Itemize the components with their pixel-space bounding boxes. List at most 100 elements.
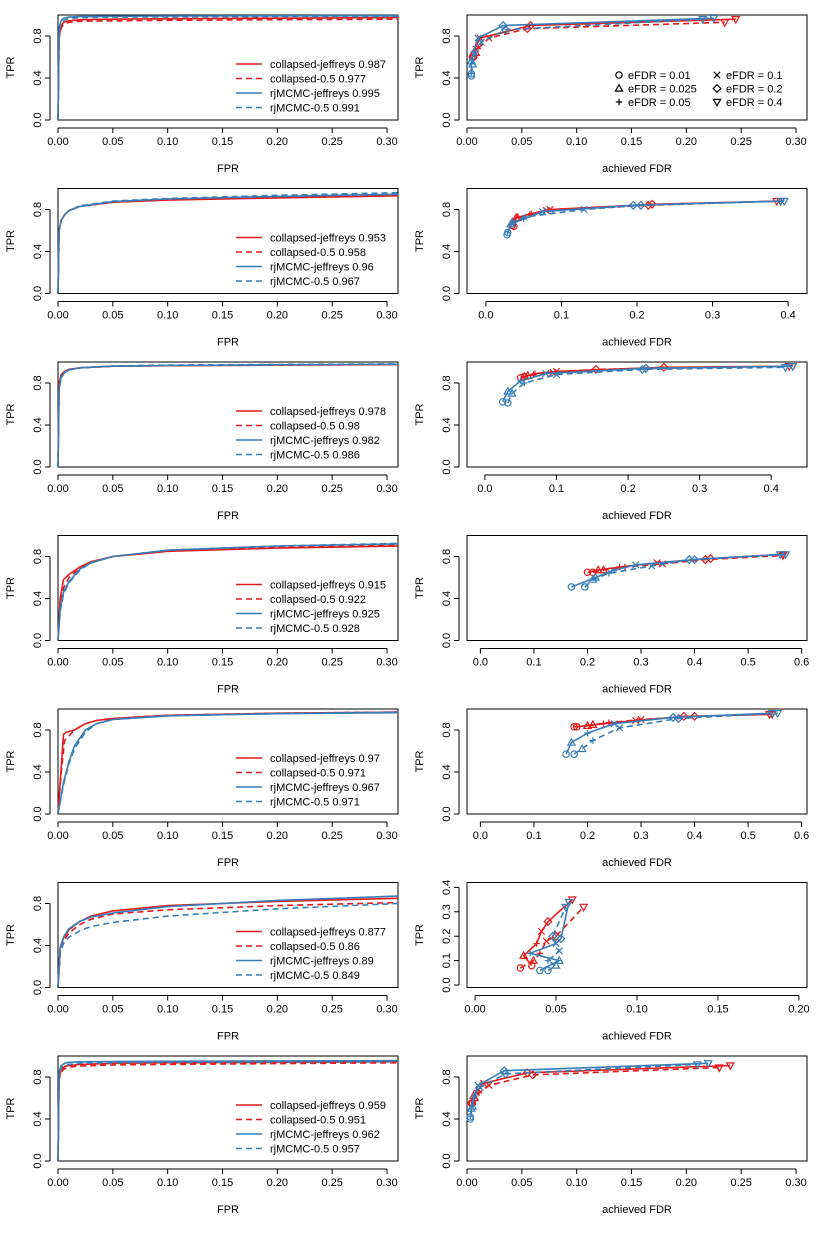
x-tick-label: 0.4	[687, 830, 702, 842]
data-point-plus	[471, 1092, 478, 1100]
x-tick-label: 0.20	[267, 657, 288, 669]
x-tick-label: 0.30	[376, 1004, 397, 1016]
data-point-cross	[555, 947, 563, 955]
x-tick-label: 0.10	[566, 1177, 587, 1189]
x-tick-label: 0.20	[267, 483, 288, 495]
x-tick-label: 0.10	[566, 136, 587, 148]
data-point-diamond	[500, 1069, 511, 1079]
x-tick-label: 0.15	[212, 310, 233, 322]
x-tick-label: 0.00	[47, 310, 68, 322]
data-point-diamond	[684, 555, 694, 565]
series-line-collapsed-0.5	[592, 554, 783, 574]
x-tick-label: 0.00	[47, 1177, 68, 1189]
data-point-plus	[605, 570, 613, 577]
data-point-triangle-down	[772, 709, 783, 719]
x-tick-label: 0.30	[376, 483, 397, 495]
legend-label: rjMCMC-0.5 0.967	[270, 276, 360, 288]
legend-label: rjMCMC-jeffreys 0.982	[270, 435, 380, 447]
data-point-triangle-down	[692, 1061, 702, 1070]
x-tick-label: 0.25	[321, 1177, 342, 1189]
data-point-plus	[544, 957, 552, 964]
data-point-triangle-down	[714, 1064, 724, 1073]
efdr-legend-label: eFDR = 0.2	[726, 84, 783, 96]
data-point-triangle-up	[588, 719, 598, 728]
legend-label: collapsed-jeffreys 0.959	[270, 1100, 386, 1112]
y-tick-label: 0.0	[32, 980, 44, 995]
y-axis-label: TPR	[5, 230, 17, 252]
legend-label: collapsed-0.5 0.971	[270, 768, 366, 780]
y-tick-label: 0.0	[32, 459, 44, 474]
x-tick-label: 0.20	[267, 310, 288, 322]
legend-marker-plus	[615, 98, 623, 106]
data-point-diamond	[705, 553, 716, 564]
y-tick-label: 0.0	[441, 459, 453, 474]
data-point-triangle-up	[512, 212, 523, 222]
y-tick-label: 0.8	[32, 202, 44, 217]
data-point-triangle-up	[551, 960, 561, 969]
x-tick-label: 0.1	[549, 483, 564, 495]
y-tick-label: 0.4	[441, 880, 453, 895]
data-point-diamond	[528, 1070, 538, 1080]
panel-fdr-row1: 0.00 0.05 0.10 0.15 0.20 0.25 0.30 achieved FDR…	[414, 14, 808, 175]
data-point-cross	[537, 927, 546, 935]
x-tick-label: 0.30	[376, 310, 397, 322]
data-point-diamond	[543, 916, 553, 927]
x-tick-label: 0.4	[764, 483, 779, 495]
panel-roc-row7: 0.00 0.05 0.10 0.15 0.20 0.25 0.30 FPR 0.0 0.4 0.8…	[5, 1055, 399, 1216]
x-axis-label: FPR	[217, 1031, 239, 1043]
y-tick-label: 0.0	[32, 633, 44, 648]
x-tick-label: 0.05	[102, 136, 123, 148]
y-tick-label: 0.0	[441, 633, 453, 648]
plot-frame	[466, 14, 808, 121]
y-axis-label: TPR	[414, 230, 426, 252]
y-tick-label: 0.8	[441, 1069, 453, 1084]
y-tick-label: 0.8	[32, 28, 44, 43]
x-tick-label: 0.10	[157, 1004, 178, 1016]
series-line-rjMCMC-jeffreys	[470, 17, 714, 76]
series-line-rjMCMC-0.5 0.928	[57, 542, 399, 641]
x-axis-label: FPR	[217, 337, 239, 349]
plot-frame	[466, 882, 808, 988]
data-point-cross	[477, 38, 485, 46]
x-tick-label: 0.5	[740, 657, 755, 669]
y-tick-label: 0.4	[441, 417, 453, 432]
panel-roc-row4: 0.00 0.05 0.10 0.15 0.20 0.25 0.30 FPR 0.0 0.4 0.8…	[5, 535, 399, 696]
y-tick-label: 0.8	[32, 375, 44, 390]
legend-label: collapsed-jeffreys 0.915	[270, 580, 386, 592]
legend-label: collapsed-jeffreys 0.953	[270, 233, 386, 245]
y-tick-label: 0.0	[32, 806, 44, 821]
data-point-triangle-down	[567, 896, 577, 905]
y-tick-label: 0.0	[32, 112, 44, 127]
x-tick-label: 0.1	[554, 310, 569, 322]
legend-label: rjMCMC-jeffreys 0.967	[270, 782, 380, 794]
legend-label: collapsed-0.5 0.922	[270, 594, 366, 606]
data-point-diamond	[499, 1066, 509, 1076]
data-point-cross	[632, 561, 640, 569]
data-point-circle	[580, 583, 589, 591]
legend-marker-cross	[713, 71, 721, 79]
x-tick-label: 0.10	[157, 136, 178, 148]
data-point-cross	[552, 370, 561, 379]
y-tick-label: 0.0	[441, 977, 453, 992]
data-point-diamond	[591, 364, 601, 374]
x-tick-label: 0.20	[676, 136, 697, 148]
x-tick-label: 0.05	[511, 1177, 532, 1189]
y-axis-label: TPR	[5, 924, 17, 946]
data-point-triangle-down	[780, 364, 791, 373]
legend-label: rjMCMC-0.5 0.991	[270, 103, 360, 115]
data-point-plus	[526, 950, 534, 957]
x-tick-label: 0.15	[621, 136, 642, 148]
plot-frame	[466, 535, 808, 641]
x-tick-label: 0.15	[212, 657, 233, 669]
x-axis-label: achieved FDR	[602, 510, 672, 522]
plot-frame	[57, 708, 399, 815]
data-point-triangle-up	[577, 743, 587, 753]
legend-label: rjMCMC-jeffreys 0.925	[270, 609, 380, 621]
x-axis-label: achieved FDR	[602, 1031, 672, 1043]
x-tick-label: 0.20	[788, 1004, 809, 1016]
x-tick-label: 0.3	[633, 657, 648, 669]
data-point-triangle-up	[507, 217, 517, 226]
data-point-diamond	[668, 712, 678, 723]
data-point-triangle-up	[503, 386, 513, 395]
